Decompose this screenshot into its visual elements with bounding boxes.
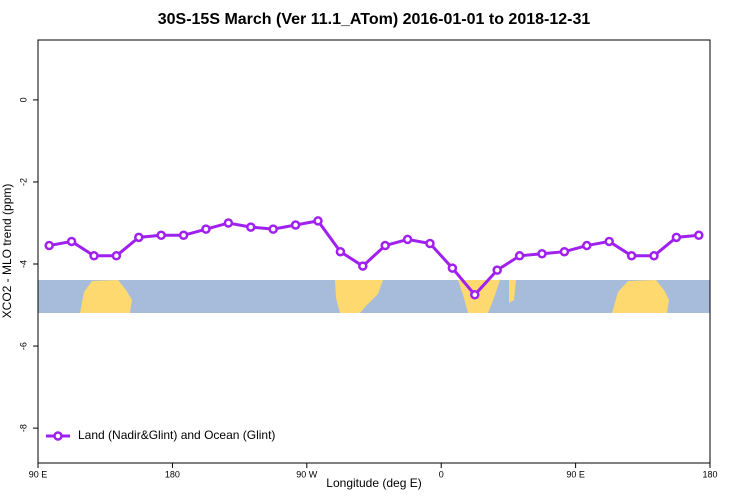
data-point (268, 224, 278, 234)
data-point (514, 251, 525, 261)
data-point (335, 246, 346, 257)
map-band (38, 280, 710, 313)
data-point (111, 251, 122, 261)
data-point (447, 263, 458, 273)
data-point (290, 220, 301, 230)
data-point (470, 290, 480, 300)
data-point (492, 265, 502, 275)
land (612, 280, 669, 313)
data-point (134, 232, 144, 243)
data-point (44, 240, 54, 251)
data-point (694, 230, 704, 241)
land (335, 280, 383, 313)
chart-title: 30S-15S March (Ver 11.1_ATom) 2016-01-01… (158, 11, 591, 28)
data-point (313, 216, 323, 226)
y-tick-label: -8 (18, 424, 28, 432)
data-point (626, 251, 637, 261)
data-point (582, 240, 592, 251)
x-axis-label: Longitude (deg E) (326, 476, 421, 490)
x-tick-label: 90 E (566, 469, 585, 479)
data-point (559, 246, 570, 257)
x-tick-label: 90 E (29, 469, 48, 479)
land (80, 280, 132, 313)
x-tick-label: 0 (439, 469, 444, 479)
data-point (358, 261, 368, 271)
data-point (66, 236, 77, 247)
data-point (223, 218, 234, 228)
data-point (380, 240, 390, 251)
y-tick-label: -2 (18, 178, 28, 186)
x-tick-label: 90 W (296, 469, 318, 479)
data-point (156, 230, 166, 241)
y-tick-label: -4 (18, 260, 28, 268)
data-point (671, 232, 682, 243)
data-point (649, 251, 659, 261)
x-tick-label: 180 (165, 469, 180, 479)
data-point (246, 222, 256, 232)
legend-marker (53, 431, 63, 441)
y-axis-label: XCO2 - MLO trend (ppm) (0, 184, 14, 319)
data-point (178, 230, 189, 241)
x-tick-label: 180 (702, 469, 717, 479)
legend-label: Land (Nadir&Glint) and Ocean (Glint) (78, 428, 275, 442)
y-tick-label: -6 (18, 342, 28, 350)
data-point (537, 249, 547, 259)
land (509, 280, 516, 303)
y-tick-label: 0 (18, 97, 28, 102)
data-point (89, 251, 99, 261)
data-point (201, 224, 211, 234)
data-point (604, 236, 614, 247)
plot-frame (37, 39, 711, 464)
data-point (425, 238, 435, 249)
data-point (402, 234, 413, 245)
